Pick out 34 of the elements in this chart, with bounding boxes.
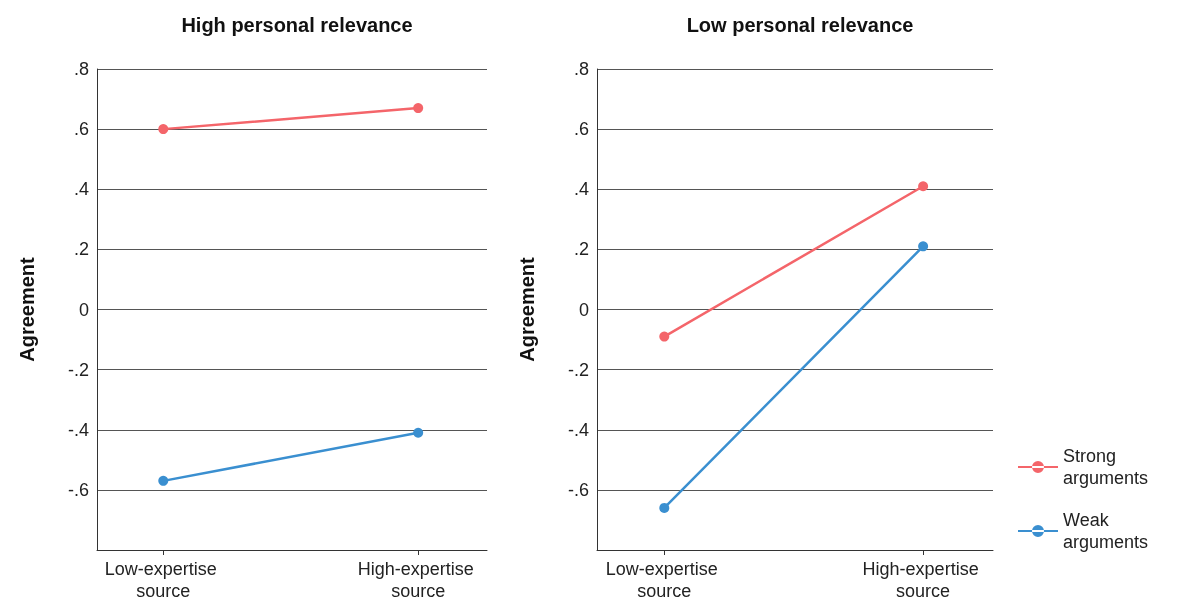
- y-tick-label: .2: [573, 239, 589, 260]
- y-tick-label: .4: [573, 179, 589, 200]
- x-tick-label: Low-expertise source: [104, 559, 222, 601]
- y-tick-label: -.2: [67, 359, 89, 380]
- point: [918, 241, 929, 252]
- point: [158, 475, 169, 486]
- x-tick-label: High-expertise source: [357, 559, 479, 601]
- legend-label: Weak arguments: [1063, 510, 1149, 552]
- y-tick-label: .4: [73, 179, 89, 200]
- point: [659, 502, 670, 513]
- y-tick-label: .6: [573, 119, 589, 140]
- y-tick-label: .8: [73, 59, 89, 79]
- chart-title: Low personal relevance: [686, 14, 914, 36]
- y-tick-label: 0: [578, 299, 589, 320]
- x-tick-label: High-expertise source: [862, 559, 984, 601]
- legend-label: Strong arguments: [1063, 446, 1149, 488]
- y-tick-label: 0: [78, 299, 89, 320]
- y-tick-label: .6: [73, 119, 89, 140]
- point: [158, 124, 169, 135]
- point: [413, 103, 424, 114]
- point: [918, 181, 929, 192]
- x-tick-label: Low-expertise source: [605, 559, 723, 601]
- point: [413, 427, 424, 438]
- y-tick-label: -.4: [567, 419, 589, 440]
- y-tick-label: -.4: [67, 419, 89, 440]
- y-tick-label: -.6: [567, 479, 589, 500]
- chart-title: High personal relevance: [181, 14, 413, 36]
- y-tick-label: -.6: [67, 479, 89, 500]
- y-axis-title: Agreement: [16, 256, 38, 362]
- y-tick-label: .2: [73, 239, 89, 260]
- y-tick-label: -.2: [567, 359, 589, 380]
- point: [659, 331, 670, 342]
- y-axis-title: Agreement: [516, 256, 538, 362]
- y-tick-label: .8: [573, 59, 589, 79]
